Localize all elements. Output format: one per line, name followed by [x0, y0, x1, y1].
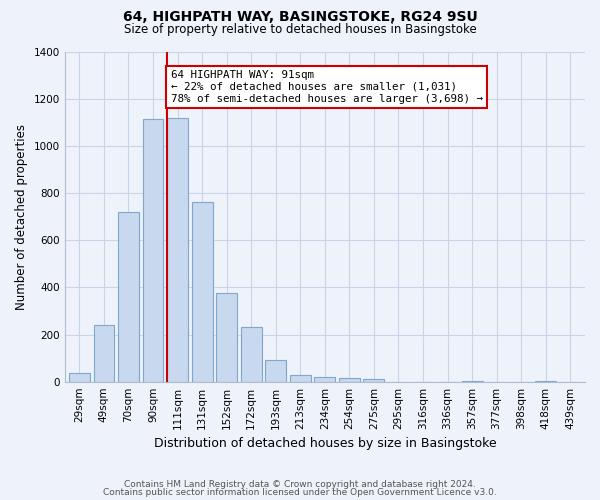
Y-axis label: Number of detached properties: Number of detached properties [15, 124, 28, 310]
Bar [339, 378, 360, 382]
Text: Contains public sector information licensed under the Open Government Licence v3: Contains public sector information licen… [103, 488, 497, 497]
Bar [535, 380, 556, 382]
Bar [314, 377, 335, 382]
Bar [143, 118, 163, 382]
Bar [265, 360, 286, 382]
Bar [241, 328, 262, 382]
Text: 64 HIGHPATH WAY: 91sqm
← 22% of detached houses are smaller (1,031)
78% of semi-: 64 HIGHPATH WAY: 91sqm ← 22% of detached… [171, 70, 483, 104]
Bar [461, 380, 482, 382]
Bar [69, 374, 90, 382]
Bar [167, 118, 188, 382]
Bar [364, 380, 385, 382]
Bar [191, 202, 212, 382]
Text: Size of property relative to detached houses in Basingstoke: Size of property relative to detached ho… [124, 22, 476, 36]
Bar [216, 293, 237, 382]
Bar [118, 212, 139, 382]
Text: 64, HIGHPATH WAY, BASINGSTOKE, RG24 9SU: 64, HIGHPATH WAY, BASINGSTOKE, RG24 9SU [122, 10, 478, 24]
Bar [94, 325, 115, 382]
X-axis label: Distribution of detached houses by size in Basingstoke: Distribution of detached houses by size … [154, 437, 496, 450]
Bar [290, 374, 311, 382]
Text: Contains HM Land Registry data © Crown copyright and database right 2024.: Contains HM Land Registry data © Crown c… [124, 480, 476, 489]
